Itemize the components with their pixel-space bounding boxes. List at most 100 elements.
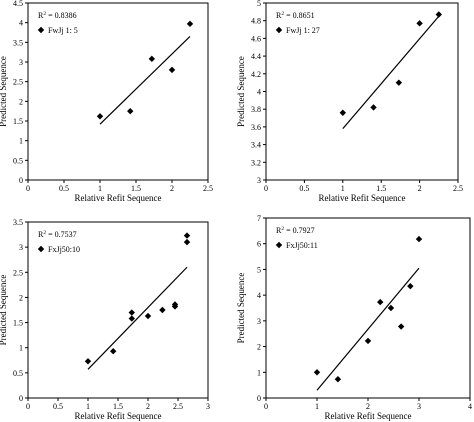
y-tick-label: 0 bbox=[257, 394, 261, 403]
data-point bbox=[186, 20, 194, 28]
x-tick-label: 2 bbox=[146, 402, 150, 411]
data-point bbox=[387, 304, 395, 312]
y-tick-label: 3 bbox=[257, 317, 261, 326]
data-point bbox=[168, 66, 176, 74]
data-point bbox=[377, 298, 384, 306]
legend-series-label: FwJj 1: 5 bbox=[48, 26, 78, 35]
y-tick-label: 3.5 bbox=[13, 38, 23, 47]
data-point bbox=[407, 282, 414, 290]
y-tick-label: 3.5 bbox=[13, 218, 23, 227]
y-tick-label: 1.5 bbox=[13, 319, 23, 328]
r-squared-label: R2 = 0.8651 bbox=[276, 11, 315, 20]
chart-panel-1: 0 0.5 1 1.5 2 2.5 0 0.5 1 1.5 2 2.5 3 3.5 4 4.5 Relative… bbox=[0, 0, 213, 203]
data-point bbox=[395, 79, 403, 86]
x-tick-label: 0 bbox=[26, 184, 30, 193]
x-tick-label: 2.5 bbox=[453, 184, 463, 193]
y-axis-label: Predicted Sequence bbox=[0, 275, 8, 346]
data-point bbox=[110, 348, 117, 355]
trendline bbox=[316, 267, 420, 391]
data-point bbox=[183, 238, 191, 246]
y-axis-label: Predicted Sequence bbox=[236, 273, 246, 344]
r-squared-label: R2 = 0.8386 bbox=[38, 11, 77, 20]
data-point bbox=[416, 20, 423, 27]
x-tick-label: 0 bbox=[264, 184, 268, 193]
x-tick-label: 1 bbox=[315, 402, 319, 411]
x-axis-label: Relative Refit Sequence bbox=[319, 193, 406, 203]
x-axis-label: Relative Refit Sequence bbox=[325, 411, 412, 421]
legend-marker bbox=[275, 26, 283, 34]
data-point bbox=[364, 337, 372, 345]
y-tick-label: 0 bbox=[19, 176, 23, 185]
x-tick-label: 2.5 bbox=[203, 184, 213, 193]
data-point bbox=[96, 113, 104, 120]
y-tick-label: 3.6 bbox=[251, 123, 261, 132]
y-tick-label: 4 bbox=[19, 19, 23, 28]
y-tick-label: 3 bbox=[19, 243, 23, 252]
y-tick-label: 1.5 bbox=[13, 117, 23, 126]
y-tick-label: 2.5 bbox=[13, 268, 23, 277]
x-tick-label: 0 bbox=[264, 402, 268, 411]
r-squared-label: R2 = 0.7927 bbox=[276, 226, 315, 235]
y-tick-label: 0.5 bbox=[13, 369, 23, 378]
data-point bbox=[159, 306, 166, 314]
y-tick-label: 4.4 bbox=[251, 52, 261, 61]
data-point bbox=[415, 235, 423, 243]
y-tick-label: 5 bbox=[257, 265, 261, 274]
data-point bbox=[128, 315, 135, 322]
y-tick-label: 1 bbox=[19, 137, 23, 146]
y-tick-label: 2 bbox=[19, 97, 23, 106]
y-tick-label: 3.8 bbox=[251, 105, 261, 114]
data-point bbox=[127, 107, 134, 115]
data-point bbox=[144, 312, 152, 320]
data-point bbox=[313, 369, 321, 376]
data-point bbox=[128, 309, 135, 316]
plot-frame bbox=[27, 2, 209, 181]
x-tick-label: 0.5 bbox=[59, 184, 69, 193]
x-tick-label: 1 bbox=[86, 402, 90, 411]
x-axis-label: Relative Refit Sequence bbox=[75, 193, 162, 203]
data-point bbox=[84, 358, 92, 365]
chart-panel-2: 0 0.5 1 1.5 2 2.5 3 3.2 3.4 3.6 3.8 4 4.2 4.4 4.6 4.8 5 R… bbox=[236, 0, 463, 203]
r-squared-label: R2 = 0.7537 bbox=[38, 230, 77, 239]
y-tick-label: 4 bbox=[257, 88, 261, 97]
data-point bbox=[370, 104, 377, 111]
x-tick-label: 1 bbox=[98, 184, 102, 193]
y-tick-label: 4.2 bbox=[251, 70, 261, 79]
data-point bbox=[435, 11, 442, 18]
y-tick-label: 2 bbox=[19, 293, 23, 302]
y-tick-label: 1 bbox=[257, 368, 261, 377]
legend-series-label: FwJj 1: 27 bbox=[286, 26, 320, 35]
y-axis-label: Predicted Sequence bbox=[236, 56, 246, 127]
data-point bbox=[334, 376, 342, 383]
y-tick-label: 2 bbox=[257, 343, 261, 352]
chart-panel-3: 0 0.5 1 1.5 2 2.5 3 0 0.5 1 1.5 2 2.5 3 3.5 Relative Re… bbox=[0, 218, 210, 421]
y-tick-label: 2.5 bbox=[13, 78, 23, 87]
chart-panel-4: 0 1 2 3 4 0 1 2 3 4 5 6 7 Relative Refit Sequence Pred… bbox=[236, 214, 472, 421]
x-tick-label: 1.5 bbox=[376, 184, 386, 193]
y-axis-label: Predicted Sequence bbox=[0, 56, 8, 127]
y-tick-label: 5 bbox=[257, 0, 261, 8]
x-tick-label: 2 bbox=[418, 184, 422, 193]
y-tick-label: 0.5 bbox=[13, 156, 23, 165]
legend-series-label: FxJj50:11 bbox=[286, 241, 318, 250]
y-tick-label: 4.6 bbox=[251, 34, 261, 43]
x-tick-label: 3 bbox=[206, 402, 210, 411]
y-tick-label: 0 bbox=[19, 394, 23, 403]
y-tick-label: 4.8 bbox=[251, 17, 261, 26]
x-tick-label: 3 bbox=[417, 402, 421, 411]
legend-marker bbox=[37, 245, 45, 253]
legend-marker bbox=[37, 26, 45, 34]
y-tick-label: 4.5 bbox=[13, 0, 23, 8]
y-tick-label: 3 bbox=[19, 58, 23, 67]
trendline bbox=[342, 15, 440, 130]
x-tick-label: 0.5 bbox=[53, 402, 63, 411]
x-tick-label: 4 bbox=[468, 402, 472, 411]
x-tick-label: 1.5 bbox=[113, 402, 123, 411]
legend-series-label: FxJj50:10 bbox=[48, 245, 80, 254]
data-point bbox=[183, 232, 191, 239]
y-tick-label: 3.4 bbox=[251, 141, 261, 150]
y-tick-label: 3 bbox=[257, 176, 261, 185]
y-tick-label: 6 bbox=[257, 240, 261, 249]
y-tick-label: 7 bbox=[257, 214, 261, 223]
data-point bbox=[148, 55, 156, 63]
